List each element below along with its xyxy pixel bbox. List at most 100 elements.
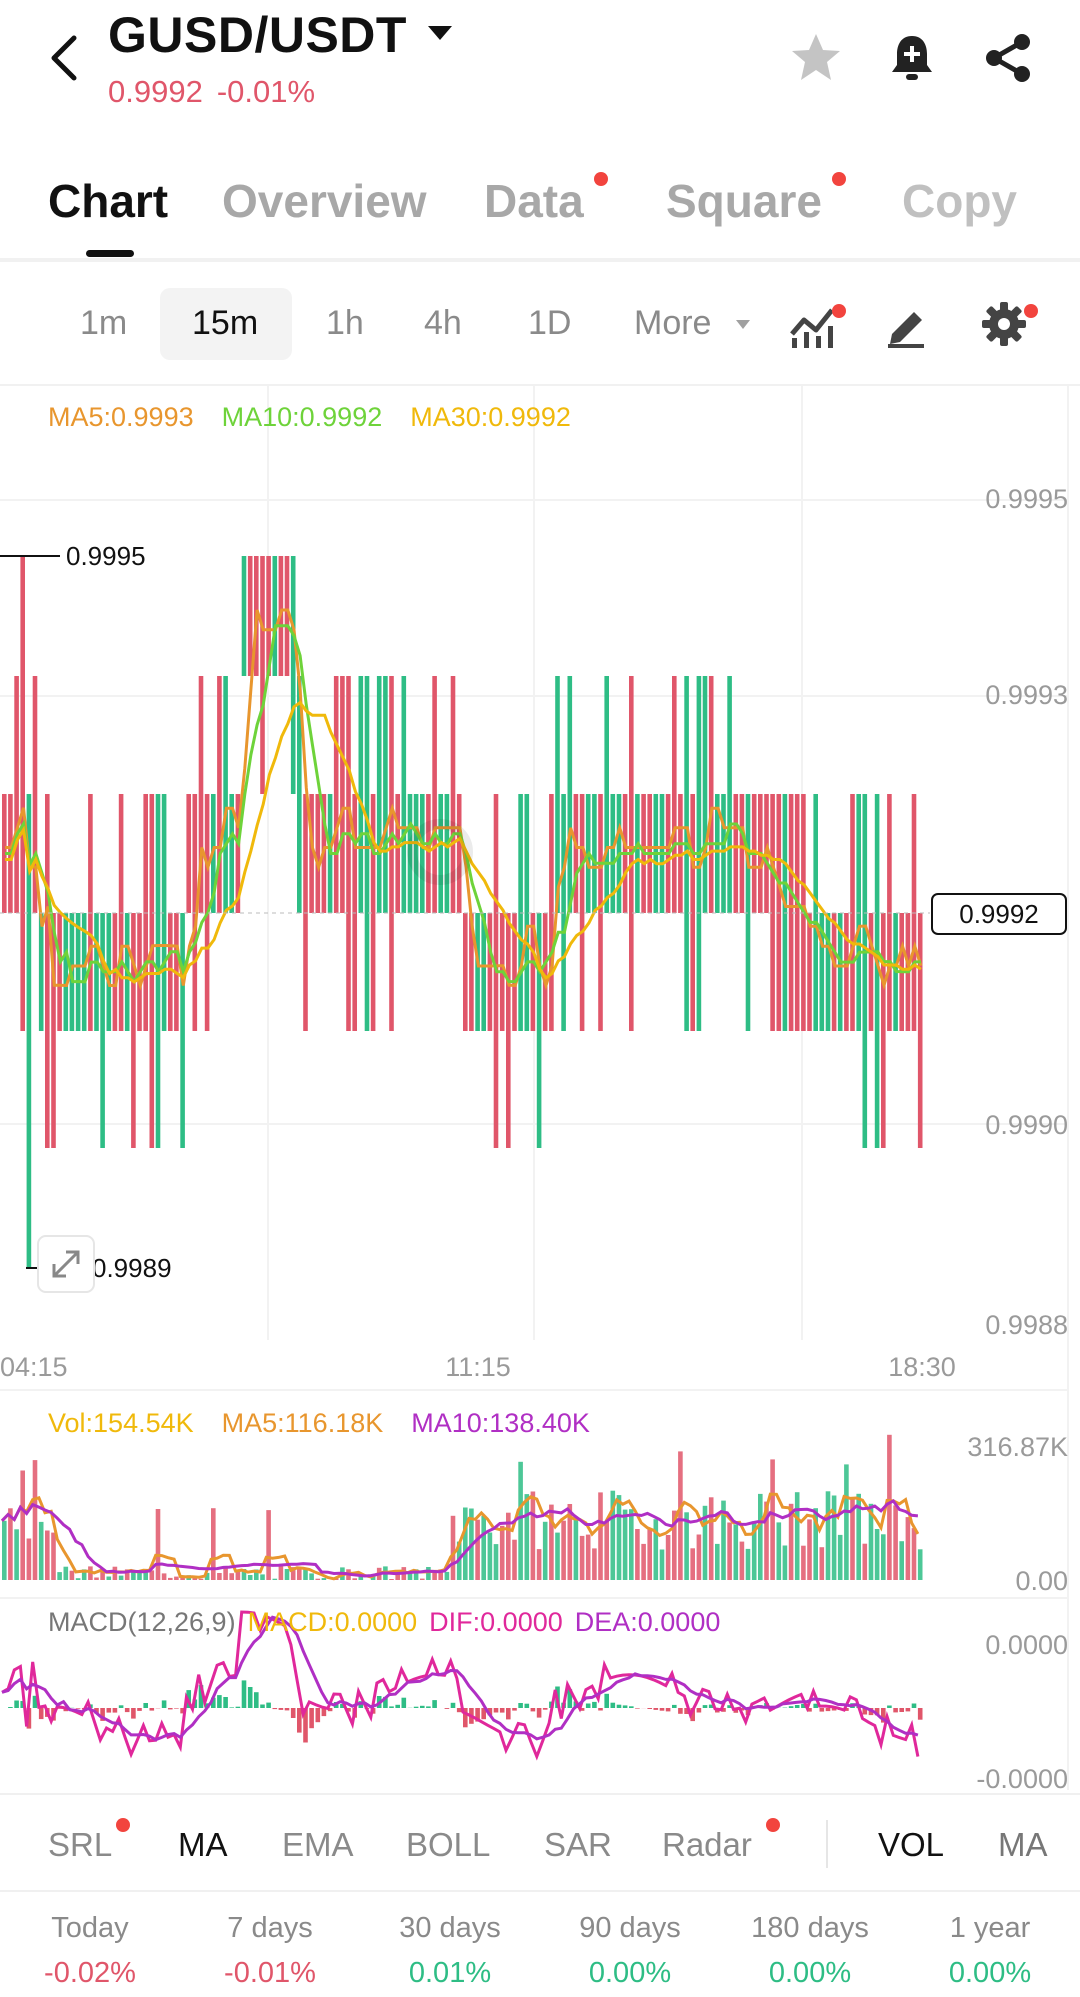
timeframe-more[interactable]: More [634, 304, 712, 342]
candle [874, 794, 880, 1148]
volume-bar [561, 1520, 566, 1580]
macd-bar [38, 1708, 44, 1720]
volume-bar [555, 1532, 560, 1580]
tab-chart[interactable]: Chart [48, 175, 169, 227]
macd-bar [444, 1708, 450, 1709]
timeframe-1d[interactable]: 1D [528, 304, 572, 342]
macd-bar [727, 1705, 732, 1708]
expand-icon[interactable] [37, 1235, 95, 1293]
volume-bar [530, 1491, 536, 1580]
pencil-icon[interactable] [884, 302, 928, 348]
indicator-boll[interactable]: BOLL [406, 1826, 491, 1863]
candle [260, 556, 265, 794]
macd-bar [420, 1705, 425, 1708]
macd-bar [911, 1703, 917, 1708]
volume-bar [106, 1576, 112, 1580]
tab-square[interactable]: Square [666, 175, 822, 227]
volume-bar [168, 1577, 173, 1580]
star-icon[interactable] [788, 30, 844, 86]
candle [38, 913, 44, 1031]
candle [604, 676, 609, 913]
candle [217, 676, 222, 913]
macd-bar [813, 1703, 818, 1708]
candle [426, 794, 431, 913]
divider [0, 1890, 1080, 1892]
volume-bar [899, 1541, 904, 1580]
srl-dot [116, 1818, 130, 1832]
volume-bar [51, 1532, 56, 1580]
volume-bar [290, 1567, 296, 1580]
candle [831, 913, 837, 1031]
indicator-srl[interactable]: SRL [48, 1826, 113, 1863]
tab-copy[interactable]: Copy [902, 175, 1017, 227]
indicator-sar[interactable]: SAR [544, 1826, 612, 1863]
tab-data[interactable]: Data [484, 175, 584, 227]
indicator-ma-sub[interactable]: MA [998, 1826, 1048, 1863]
timeframe-1m[interactable]: 1m [80, 304, 128, 342]
macd-bar [254, 1692, 259, 1708]
bell-plus-icon[interactable] [884, 30, 940, 86]
candle [81, 913, 87, 1031]
chevron-left-icon[interactable] [40, 28, 90, 88]
volume-bar [438, 1569, 443, 1580]
volume-bar [389, 1579, 394, 1580]
last-price: 0.9992 [108, 74, 203, 109]
tab-overview[interactable]: Overview [222, 175, 427, 227]
timeframe-1h[interactable]: 1h [326, 304, 364, 342]
candle [315, 794, 321, 913]
candle [346, 676, 351, 1031]
macd-params: MACD(12,26,9) [48, 1607, 236, 1637]
perf-value: 0.00% [768, 1957, 852, 1989]
gear-icon[interactable] [980, 300, 1028, 348]
pair-title[interactable]: GUSD/USDT [108, 7, 407, 63]
perf-label: 180 days [751, 1912, 869, 1944]
ma-lines [5, 608, 923, 991]
macd-bar [794, 1705, 800, 1708]
price-line: 0.9992 -0.01% [108, 74, 329, 110]
candle [100, 913, 105, 1148]
indicator-icon[interactable] [786, 300, 842, 350]
volume-bar [229, 1573, 234, 1580]
price-chart[interactable]: 0.9995 0.9989 0.9995 0.9993 0.9990 0.998… [0, 380, 1080, 1790]
time-axis-label: 18:30 [888, 1352, 956, 1382]
share-icon[interactable] [980, 30, 1036, 86]
macd-bar [217, 1695, 222, 1708]
indicator-ema[interactable]: EMA [282, 1826, 354, 1863]
volume-bar [659, 1549, 665, 1580]
macd-bar [874, 1708, 880, 1716]
volume-bar [874, 1529, 880, 1580]
volume-ma-lines [0, 1492, 920, 1581]
candle [881, 913, 886, 1148]
macd-bar [131, 1708, 136, 1719]
candle [168, 913, 173, 1031]
volume-bar [665, 1535, 671, 1580]
timeframe-15m[interactable]: 15m [192, 304, 259, 342]
volume-bar [727, 1522, 732, 1580]
macd-bar [94, 1708, 99, 1714]
timeframe-4h[interactable]: 4h [424, 304, 462, 342]
volume-bar [278, 1566, 284, 1580]
macd-bar [635, 1708, 640, 1709]
macd-bar [573, 1701, 579, 1708]
volume-bar [512, 1539, 517, 1580]
volume-bar [579, 1535, 585, 1580]
indicator-ma[interactable]: MA [178, 1826, 228, 1863]
indicator-radar[interactable]: Radar [662, 1826, 752, 1863]
volume-bar [758, 1493, 763, 1580]
candle [678, 794, 683, 913]
volume-bar [881, 1534, 886, 1580]
volume-bar [678, 1451, 683, 1580]
volume-bar [481, 1516, 486, 1580]
indicator-vol[interactable]: VOL [878, 1826, 945, 1863]
volume-bar [241, 1569, 247, 1580]
volume-bar [321, 1578, 327, 1580]
macd-bar [26, 1708, 32, 1729]
volume-bar [38, 1521, 44, 1580]
candle [131, 913, 136, 1148]
macd-bar [290, 1708, 296, 1718]
candle [555, 676, 560, 913]
macd-bar [413, 1706, 419, 1708]
caret-down-icon[interactable] [428, 26, 452, 40]
macd-bar [665, 1708, 671, 1712]
volume-bar [63, 1566, 69, 1580]
